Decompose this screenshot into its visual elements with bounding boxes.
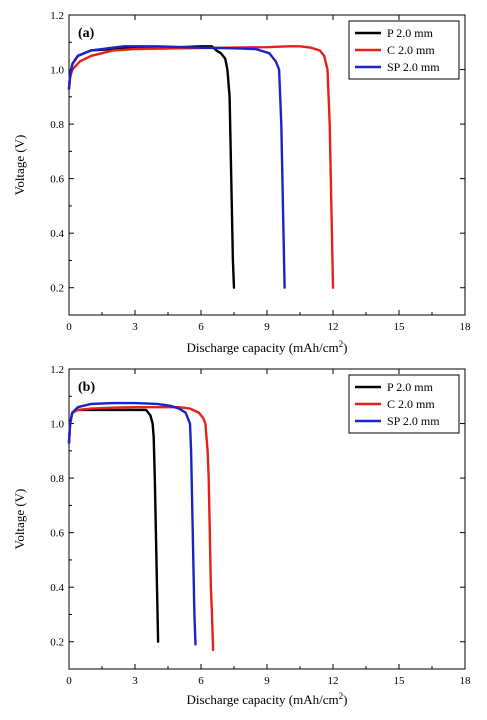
x-tick-label: 0: [66, 675, 72, 687]
y-tick-label: 0.8: [50, 473, 64, 485]
legend-label: SP 2.0 mm: [387, 414, 440, 428]
x-tick-label: 6: [198, 675, 204, 687]
x-tick-label: 9: [264, 675, 270, 687]
x-axis-title: Discharge capacity (mAh/cm2): [187, 691, 348, 707]
legend-label: C 2.0 mm: [387, 43, 435, 57]
y-tick-label: 1.2: [50, 10, 64, 22]
x-tick-label: 12: [328, 675, 339, 687]
legend-label: C 2.0 mm: [387, 397, 435, 411]
chart-panel-b: 0 3 6 9 12 15 18 0.2 0.4 0.6 0.8 1.0 1.2 (b) P 2.0 mm C…: [12, 364, 471, 707]
y-tick-label: 0.2: [50, 283, 64, 295]
series-line-c: [67, 405, 215, 652]
series-line-sp: [67, 401, 197, 646]
legend: P 2.0 mm C 2.0 mm SP 2.0 mm: [348, 20, 460, 80]
x-tick-label: 9: [264, 321, 270, 333]
series-line-c: [67, 45, 335, 289]
y-axis-title: Voltage (V): [12, 135, 27, 196]
y-tick-label: 0.2: [50, 637, 64, 649]
x-tick-label: 0: [66, 321, 72, 333]
y-tick-label: 1.0: [50, 65, 64, 77]
x-tick-label: 15: [394, 675, 406, 687]
legend-label: P 2.0 mm: [387, 26, 434, 40]
x-tick-label: 3: [132, 321, 138, 333]
x-tick-label: 6: [198, 321, 204, 333]
y-tick-label: 1.0: [50, 419, 64, 431]
x-axis-title: Discharge capacity (mAh/cm2): [187, 339, 348, 355]
legend-label: SP 2.0 mm: [387, 60, 440, 74]
series-line-p: [67, 408, 160, 643]
x-tick-label: 18: [460, 675, 472, 687]
y-axis-title: Voltage (V): [12, 489, 27, 550]
x-tick-label: 18: [460, 321, 472, 333]
panel-label: (b): [78, 380, 95, 395]
series-line-sp: [67, 45, 286, 289]
y-tick-label: 0.8: [50, 119, 64, 131]
x-tick-label: 3: [132, 675, 138, 687]
y-tick-label: 0.4: [50, 228, 64, 240]
y-tick-label: 1.2: [50, 364, 64, 376]
chart-panel-a: 0 3 6 9 12 15 18 0.2 0.4 0.6 0.8 1.0 1.2 (a) P 2.0 mm C…: [12, 10, 471, 355]
panel-label: (a): [78, 26, 95, 41]
legend-label: P 2.0 mm: [387, 380, 434, 394]
series-line-p: [67, 45, 236, 289]
y-tick-label: 0.6: [50, 528, 64, 540]
y-tick-label: 0.6: [50, 174, 64, 186]
x-tick-label: 12: [328, 321, 339, 333]
y-tick-label: 0.4: [50, 582, 64, 594]
legend: P 2.0 mm C 2.0 mm SP 2.0 mm: [348, 374, 460, 434]
x-tick-label: 15: [394, 321, 406, 333]
